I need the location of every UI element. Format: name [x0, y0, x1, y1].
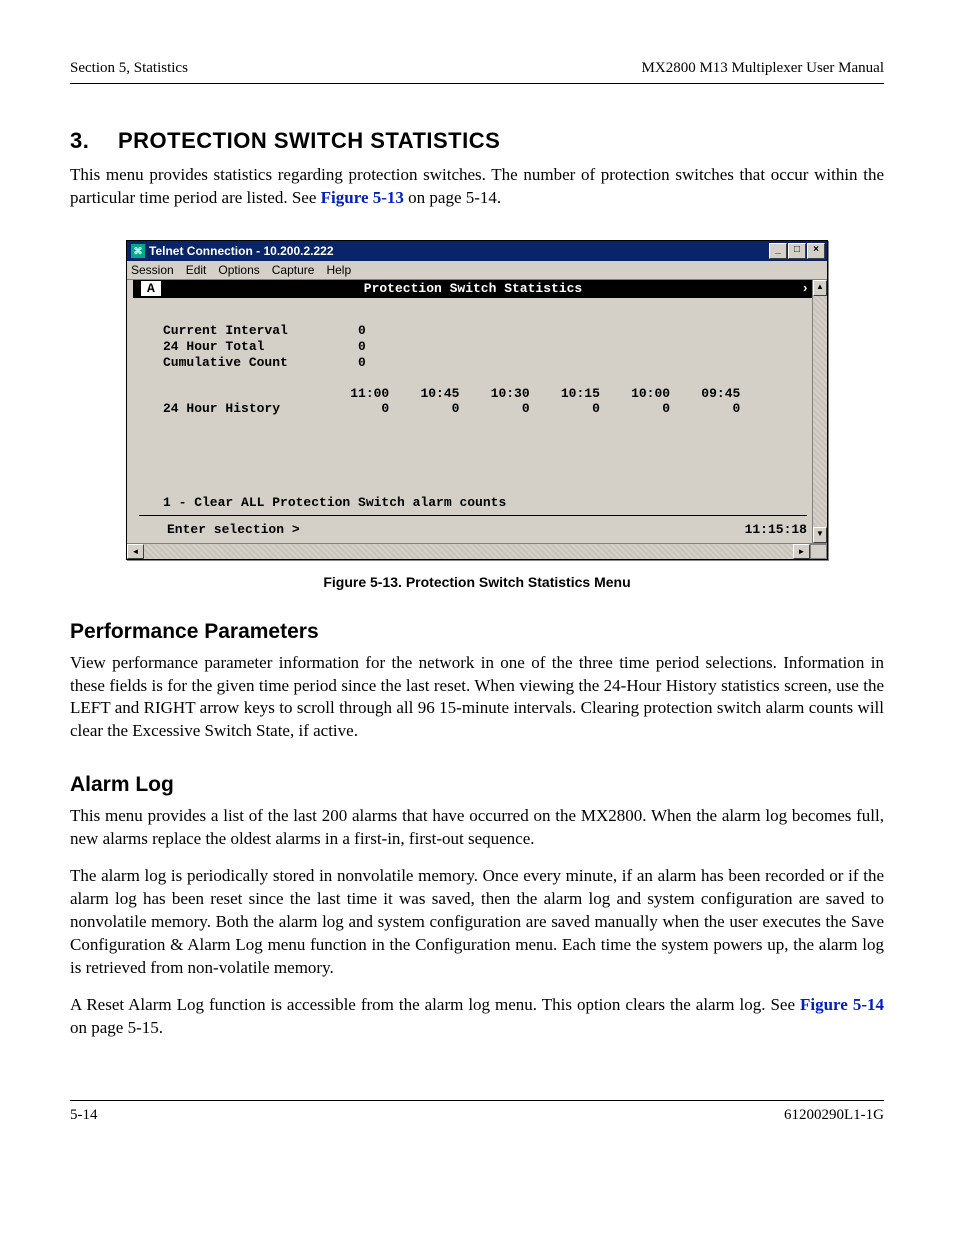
section-number: 3. [70, 128, 118, 154]
running-header: Section 5, Statistics MX2800 M13 Multipl… [70, 60, 884, 84]
document-page: Section 5, Statistics MX2800 M13 Multipl… [0, 0, 954, 1164]
menu-bar: Session Edit Options Capture Help [127, 261, 827, 280]
performance-parameters-heading: Performance Parameters [70, 620, 884, 644]
alarm-log-p2: The alarm log is periodically stored in … [70, 865, 884, 980]
alarm-p3b: on page 5-15. [70, 1018, 163, 1037]
section-3-intro: This menu provides statistics regarding … [70, 164, 884, 210]
scroll-right-icon[interactable]: ► [793, 544, 810, 559]
hscroll-track[interactable] [144, 544, 793, 559]
scroll-left-icon[interactable]: ◄ [127, 544, 144, 559]
minimize-button[interactable]: _ [769, 243, 787, 259]
prompt-text: Enter selection > [167, 522, 300, 537]
menu-session[interactable]: Session [131, 263, 174, 277]
intro-text-b: on page 5-14. [404, 188, 501, 207]
header-left: Section 5, Statistics [70, 60, 188, 77]
terminal-area: A Protection Switch Statistics › Current… [127, 280, 827, 543]
section-title-text: PROTECTION SWITCH STATISTICS [118, 128, 500, 153]
alarm-log-p3: A Reset Alarm Log function is accessible… [70, 994, 884, 1040]
banner-arrow-icon: › [801, 281, 809, 296]
terminal-body: Current Interval 0 24 Hour Total 0 Cumul… [133, 298, 813, 515]
header-right: MX2800 M13 Multiplexer User Manual [642, 60, 884, 77]
window-titlebar: ⌘ Telnet Connection - 10.200.2.222 _ □ × [127, 241, 827, 261]
close-button[interactable]: × [807, 243, 825, 259]
resize-grip-icon[interactable] [810, 544, 827, 559]
alarm-p3a: A Reset Alarm Log function is accessible… [70, 995, 800, 1014]
prompt-line: Enter selection > 11:15:18 [133, 516, 813, 543]
footer-left: 5-14 [70, 1107, 98, 1124]
banner-title: Protection Switch Statistics [133, 281, 813, 296]
alarm-log-p1: This menu provides a list of the last 20… [70, 805, 884, 851]
scroll-track[interactable] [813, 296, 827, 527]
vertical-scrollbar[interactable]: ▲ ▼ [812, 280, 827, 543]
figure-5-13-link[interactable]: Figure 5-13 [321, 188, 404, 207]
window-controls: _ □ × [769, 243, 825, 259]
menu-help[interactable]: Help [326, 263, 351, 277]
figure-5-13: ⌘ Telnet Connection - 10.200.2.222 _ □ ×… [70, 240, 884, 590]
footer-right: 61200290L1-1G [784, 1107, 884, 1124]
app-icon: ⌘ [131, 244, 145, 258]
menu-options[interactable]: Options [218, 263, 259, 277]
alarm-log-heading: Alarm Log [70, 773, 884, 797]
figure-5-14-link[interactable]: Figure 5-14 [800, 995, 884, 1014]
menu-edit[interactable]: Edit [186, 263, 207, 277]
scroll-up-icon[interactable]: ▲ [813, 280, 827, 296]
window-title: Telnet Connection - 10.200.2.222 [149, 244, 334, 258]
figure-caption: Figure 5-13. Protection Switch Statistic… [70, 574, 884, 590]
horizontal-scrollbar[interactable]: ◄ ► [127, 543, 827, 559]
menu-capture[interactable]: Capture [272, 263, 315, 277]
telnet-window: ⌘ Telnet Connection - 10.200.2.222 _ □ ×… [126, 240, 828, 560]
scroll-down-icon[interactable]: ▼ [813, 527, 827, 543]
terminal-banner: A Protection Switch Statistics › [133, 280, 813, 298]
performance-parameters-text: View performance parameter information f… [70, 652, 884, 744]
clock-text: 11:15:18 [745, 522, 807, 537]
page-footer: 5-14 61200290L1-1G [70, 1100, 884, 1124]
section-3-title: 3.PROTECTION SWITCH STATISTICS [70, 128, 884, 154]
maximize-button[interactable]: □ [788, 243, 806, 259]
